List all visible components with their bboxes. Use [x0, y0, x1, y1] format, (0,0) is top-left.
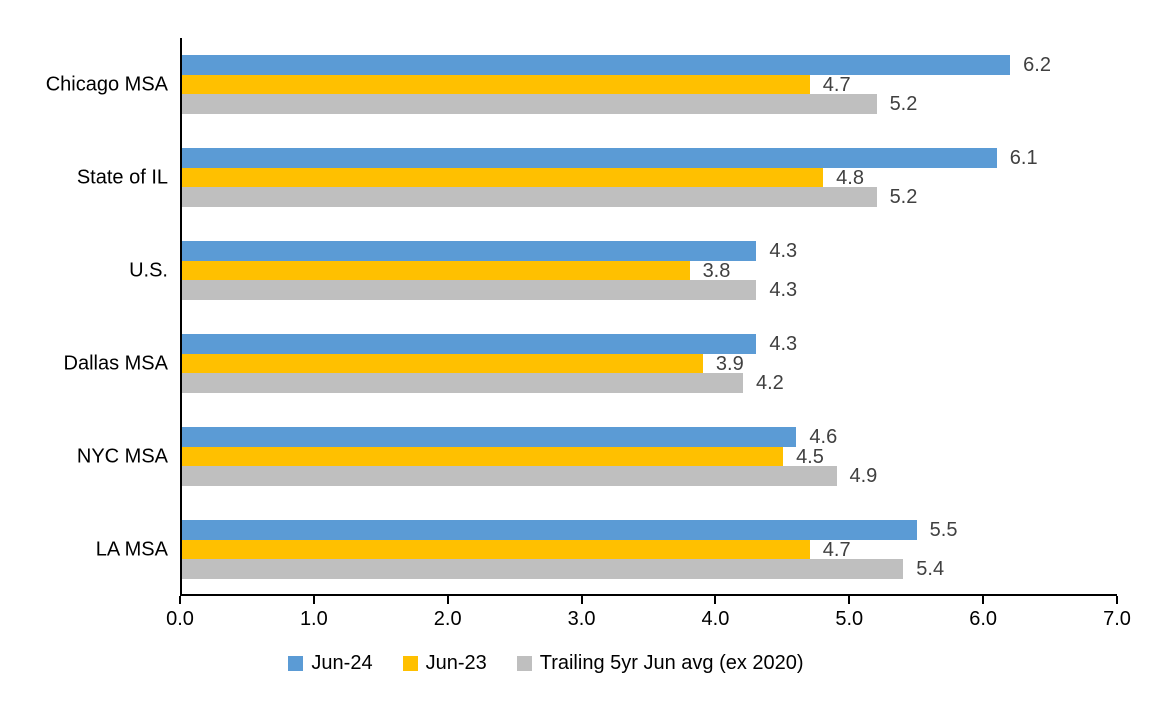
x-axis-tick [179, 596, 181, 604]
x-axis-tick-label: 0.0 [166, 608, 194, 630]
x-axis-tick-label: 6.0 [969, 608, 998, 630]
category-row: LA MSA 5.5 4.7 5.4 [96, 503, 1117, 596]
x-axis-tick [312, 596, 315, 604]
bar-line: 5.2 [182, 187, 1117, 207]
x-axis-ticks [179, 596, 1118, 604]
legend-label: Jun-24 [311, 652, 373, 674]
bar-jun-23 [182, 260, 690, 281]
bar-trailing-5yr-jun-avg-ex-2020- [182, 280, 757, 300]
legend-label: Trailing 5yr Jun avg (ex 2020) [539, 652, 804, 674]
value-label: 4.5 [796, 445, 824, 468]
category-row: State of IL 6.1 4.8 5.2 [77, 131, 1117, 224]
bar-jun-23 [182, 74, 810, 95]
value-label: 4.3 [769, 240, 798, 262]
bar-jun-24 [182, 241, 757, 261]
bar-jun-23 [182, 167, 824, 188]
value-label: 5.2 [889, 186, 918, 208]
bar-line: 5.5 [182, 520, 1117, 540]
bar-line: 6.1 [182, 148, 1117, 168]
bar-trailing-5yr-jun-avg-ex-2020- [182, 559, 904, 579]
category-label: U.S. [129, 259, 168, 281]
bar-line: 4.7 [182, 540, 1117, 560]
x-axis-tick-label: 1.0 [299, 608, 328, 630]
bar-jun-23 [182, 353, 703, 374]
x-axis-tick [714, 596, 717, 604]
x-axis-tick [848, 596, 851, 604]
bar-line: 4.9 [182, 466, 1117, 486]
category-label: NYC MSA [76, 445, 168, 467]
bar-line: 4.3 [182, 241, 1117, 261]
legend-item: Trailing 5yr Jun avg (ex 2020) [516, 652, 804, 675]
bar-jun-24 [182, 427, 797, 447]
bar-jun-24 [182, 55, 1011, 75]
category-label: Chicago MSA [45, 73, 168, 95]
bar-line: 6.2 [182, 55, 1117, 75]
plot-area: Chicago MSA 6.2 4.7 5.2 State of IL 6.1 4.8 5.2… [46, 38, 1117, 596]
value-label: 6.2 [1023, 54, 1051, 76]
value-label: 4.9 [849, 465, 878, 487]
bar-jun-24 [182, 520, 917, 540]
bar-line: 3.9 [182, 354, 1117, 374]
x-axis-tick-label: 4.0 [701, 608, 730, 630]
legend-swatch-icon [288, 656, 304, 671]
bar-line: 4.3 [182, 334, 1117, 354]
bar-jun-23 [182, 539, 810, 560]
bar-trailing-5yr-jun-avg-ex-2020- [182, 187, 877, 207]
x-axis-tick-labels: 0.0 1.0 2.0 3.0 4.0 5.0 6.0 7.0 [166, 608, 1131, 634]
bar-jun-23 [182, 446, 784, 467]
value-label: 4.7 [822, 538, 851, 561]
bar-line: 4.7 [182, 75, 1117, 95]
x-axis-tick [1116, 596, 1118, 604]
bar-line: 4.5 [182, 447, 1117, 467]
bar-line: 4.8 [182, 168, 1117, 188]
category-row: U.S. 4.3 3.8 4.3 [129, 224, 1117, 317]
bar-line: 3.8 [182, 261, 1117, 281]
category-row: NYC MSA 4.6 4.5 4.9 [77, 410, 1117, 503]
x-axis-tick-label: 5.0 [835, 608, 864, 630]
legend-swatch-icon [516, 656, 532, 671]
bar-trailing-5yr-jun-avg-ex-2020- [182, 466, 837, 486]
legend-item: Jun-24 [288, 652, 373, 675]
value-label: 4.3 [769, 333, 798, 355]
x-axis-tick-label: 2.0 [433, 608, 462, 630]
bar-line: 4.2 [182, 373, 1117, 393]
x-axis-tick [446, 596, 449, 604]
category-row: Dallas MSA 4.3 3.9 4.2 [64, 317, 1117, 410]
legend-item: Jun-23 [402, 652, 487, 675]
x-axis-tick-label: 7.0 [1103, 608, 1131, 630]
x-axis-tick [580, 596, 583, 604]
bar-jun-24 [182, 334, 757, 354]
value-label: 4.7 [822, 73, 851, 96]
bar-trailing-5yr-jun-avg-ex-2020- [182, 373, 743, 393]
legend: Jun-24 Jun-23 Trailing 5yr Jun avg (ex 202… [0, 652, 1092, 675]
category-label: LA MSA [95, 538, 168, 560]
value-label: 4.8 [836, 166, 864, 189]
category-label: State of IL [76, 166, 168, 188]
x-axis-tick [982, 596, 985, 604]
bar-line: 4.6 [182, 427, 1117, 447]
category-row: Chicago MSA 6.2 4.7 5.2 [46, 38, 1117, 131]
value-label: 5.5 [929, 519, 958, 541]
value-label: 3.9 [715, 352, 744, 375]
value-label: 3.8 [702, 259, 731, 282]
value-label: 4.2 [756, 372, 784, 394]
bar-line: 5.4 [182, 559, 1117, 579]
bar-line: 5.2 [182, 94, 1117, 114]
bar-trailing-5yr-jun-avg-ex-2020- [182, 94, 877, 114]
category-label: Dallas MSA [63, 352, 168, 374]
legend-swatch-icon [402, 656, 418, 671]
value-label: 4.3 [769, 279, 798, 301]
value-label: 6.1 [1009, 147, 1038, 169]
value-label: 4.6 [809, 426, 838, 448]
value-label: 5.4 [916, 558, 945, 580]
value-label: 5.2 [889, 93, 918, 115]
x-axis-tick-label: 3.0 [567, 608, 596, 630]
bar-jun-24 [182, 148, 997, 168]
bar-line: 4.3 [182, 280, 1117, 300]
legend-label: Jun-23 [425, 652, 487, 674]
